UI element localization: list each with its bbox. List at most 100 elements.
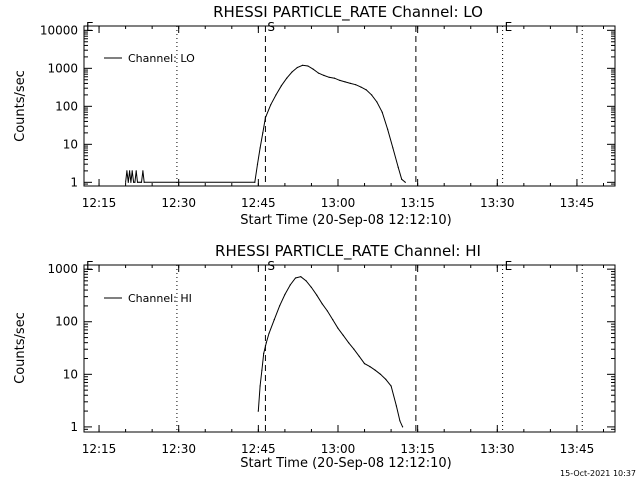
hi-data-point (310, 286, 312, 288)
hi-data-point (363, 363, 366, 365)
lo-data-point (264, 117, 266, 119)
lo-data-point (136, 181, 139, 183)
lo-marker-label: E (86, 20, 94, 34)
lo-data-point (328, 76, 330, 78)
hi-plot-frame (83, 264, 616, 433)
lo-plot-frame (83, 25, 616, 187)
hi-x-tick-label: 13:30 (480, 442, 515, 456)
lo-data-point (259, 147, 261, 149)
hi-channel-panel: RHESSI PARTICLE_RATE Channel: HI Counts/… (13, 242, 616, 471)
hi-marker-label: E (86, 259, 94, 273)
lo-data-point (296, 66, 298, 69)
lo-x-tick-label: 12:30 (161, 196, 196, 210)
hi-data-point (316, 294, 318, 296)
hi-data-point (348, 342, 350, 344)
hi-y-tick-label: 100 (55, 315, 78, 329)
lo-data-point (312, 68, 314, 70)
hi-data-point (379, 373, 382, 375)
lo-data-point (275, 94, 277, 96)
hi-data-point (369, 366, 371, 368)
lo-data-point (125, 181, 127, 183)
lo-data-point (262, 132, 264, 134)
lo-data-point (126, 170, 128, 172)
hi-data-point (259, 385, 261, 387)
hi-data-point (305, 280, 307, 282)
lo-data-point (140, 181, 143, 183)
hi-data-point (395, 405, 397, 407)
lo-data-point (142, 170, 144, 172)
hi-data-point (374, 369, 376, 371)
lo-data-point (291, 71, 293, 73)
lo-x-tick-label: 13:45 (560, 196, 595, 210)
hi-data-point (385, 378, 387, 380)
lo-y-tick-label: 1 (70, 175, 78, 189)
lo-data-point (254, 181, 256, 183)
hi-data-point (326, 310, 328, 312)
hi-data-point (332, 319, 334, 321)
lo-data-point (365, 89, 367, 91)
hi-data-point (353, 348, 355, 350)
hi-x-tick-label: 12:30 (161, 442, 196, 456)
lo-data-point (317, 72, 320, 74)
lo-chart-title: RHESSI PARTICLE_RATE Channel: LO (213, 3, 483, 22)
hi-data-point (263, 352, 265, 354)
lo-data-point (387, 128, 389, 130)
lo-x-tick-label: 13:30 (480, 196, 515, 210)
lo-x-tick-label: 12:45 (241, 196, 276, 210)
lo-x-tick-label: 12:15 (82, 196, 117, 210)
hi-y-tick-label: 1 (70, 420, 78, 434)
lo-x-tick-label: 13:00 (321, 196, 356, 210)
lo-data-point (355, 84, 357, 86)
lo-y-axis-label: Counts/sec (13, 70, 28, 142)
lo-data-point (138, 181, 140, 183)
lo-data-point (302, 64, 304, 66)
lo-data-point (404, 181, 406, 183)
generation-timestamp: 15-Oct-2021 10:37 (560, 469, 636, 478)
lo-data-point (131, 170, 133, 172)
lo-data-point (286, 77, 288, 79)
hi-x-tick-label: 12:45 (241, 442, 276, 456)
lo-data-point (401, 178, 403, 180)
hi-data-point (273, 319, 275, 321)
hi-data-point (261, 369, 263, 371)
lo-data-point (339, 79, 341, 81)
hi-data-point (268, 332, 270, 334)
lo-data-point (280, 85, 282, 87)
lo-data-point (371, 94, 373, 96)
hi-data-point (279, 305, 281, 307)
hi-data-point (402, 426, 404, 428)
hi-data-point (265, 342, 267, 344)
lo-data-point (376, 101, 378, 103)
lo-data-point (129, 170, 131, 172)
hi-data-point (294, 277, 297, 279)
lo-marker-label: S (267, 20, 275, 34)
hi-data-point (257, 410, 259, 412)
lo-data-point (135, 170, 137, 172)
lo-x-axis-label: Start Time (20-Sep-08 12:12:10) (240, 213, 451, 228)
hi-x-tick-label: 13:15 (400, 442, 435, 456)
lo-x-tick-label: 13:15 (400, 196, 435, 210)
lo-data-point (139, 181, 141, 183)
lo-data-point (133, 181, 135, 183)
hi-data-point (390, 385, 392, 387)
lo-data-point (134, 181, 136, 183)
hi-data-point (300, 276, 302, 278)
lo-y-tick-label: 100 (55, 99, 78, 113)
hi-y-axis-label: Counts/sec (13, 312, 28, 384)
lo-data-point (381, 111, 383, 113)
lo-data-point (397, 166, 399, 168)
lo-y-tick-label: 10 (63, 137, 78, 151)
hi-data-point (289, 284, 291, 286)
lo-data-point (307, 65, 309, 67)
lo-y-tick-label: 10000 (40, 23, 78, 37)
hi-marker-label: E (505, 259, 513, 273)
lo-data-point (323, 74, 325, 76)
lo-data-point (143, 181, 145, 183)
hi-y-tick-label: 1000 (47, 262, 78, 276)
hi-data-point (342, 334, 344, 336)
lo-data-point (256, 163, 259, 165)
hi-data-point (358, 355, 360, 357)
hi-data-point (337, 327, 339, 329)
hi-data-point (321, 303, 323, 305)
